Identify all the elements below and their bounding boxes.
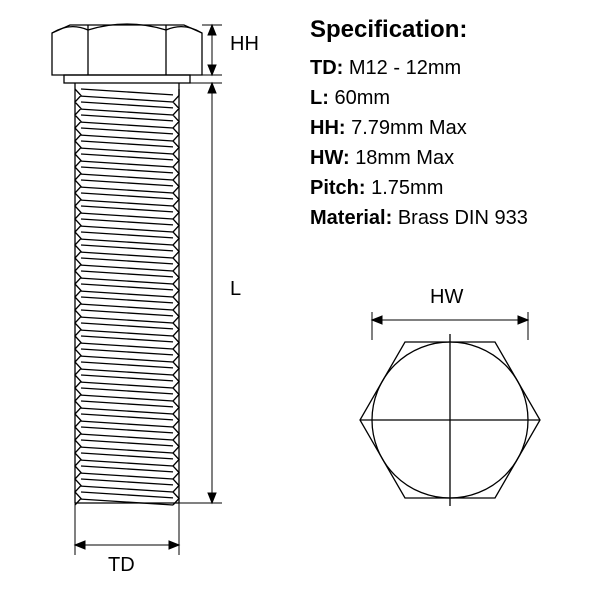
dimension-hh bbox=[202, 25, 222, 75]
bolt-side-view bbox=[52, 24, 202, 505]
spec-title: Specification: bbox=[310, 16, 590, 44]
spec-value: 7.79mm Max bbox=[351, 117, 467, 139]
label-l: L bbox=[230, 278, 241, 301]
spec-key: HH: bbox=[310, 117, 346, 139]
spec-value: Brass DIN 933 bbox=[398, 207, 528, 229]
label-hw: HW bbox=[430, 286, 463, 309]
spec-row: HW: 18mm Max bbox=[310, 144, 590, 172]
spec-row: Pitch: 1.75mm bbox=[310, 174, 590, 202]
spec-key: Material: bbox=[310, 207, 392, 229]
dimension-td bbox=[75, 503, 179, 555]
spec-row: Material: Brass DIN 933 bbox=[310, 204, 590, 232]
threads bbox=[75, 89, 179, 505]
spec-key: L: bbox=[310, 87, 329, 109]
spec-row: TD: M12 - 12mm bbox=[310, 54, 590, 82]
dimension-l bbox=[179, 83, 222, 503]
spec-key: HW: bbox=[310, 147, 350, 169]
hex-top-view bbox=[360, 334, 540, 506]
spec-value: M12 - 12mm bbox=[349, 57, 461, 79]
label-hh: HH bbox=[230, 33, 259, 56]
spec-row: L: 60mm bbox=[310, 84, 590, 112]
specification-block: Specification: TD: M12 - 12mm L: 60mm HH… bbox=[310, 16, 590, 234]
spec-value: 18mm Max bbox=[355, 147, 454, 169]
spec-row: HH: 7.79mm Max bbox=[310, 114, 590, 142]
spec-value: 1.75mm bbox=[371, 177, 443, 199]
label-td: TD bbox=[108, 554, 135, 577]
spec-key: TD: bbox=[310, 57, 343, 79]
spec-key: Pitch: bbox=[310, 177, 366, 199]
spec-value: 60mm bbox=[334, 87, 390, 109]
